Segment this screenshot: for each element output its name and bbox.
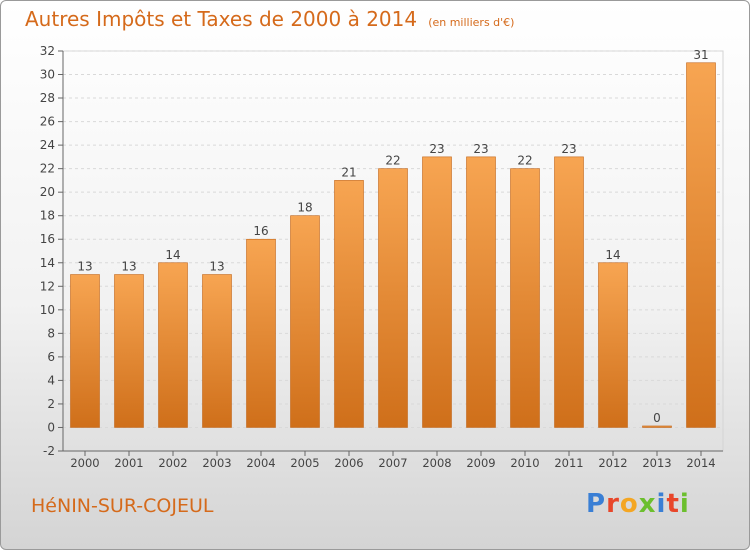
- bar-value-label: 16: [253, 224, 268, 238]
- y-tick-label: 32: [40, 44, 55, 58]
- x-tick-label: 2012: [598, 456, 627, 470]
- y-tick-label: 8: [47, 326, 55, 340]
- y-tick-label: 4: [47, 373, 55, 387]
- x-tick-label: 2006: [334, 456, 363, 470]
- y-tick-label: 6: [47, 350, 55, 364]
- x-tick-label: 2014: [686, 456, 715, 470]
- bar-2013: [642, 425, 672, 428]
- x-tick-label: 2011: [554, 456, 583, 470]
- bar-2007: [378, 168, 408, 428]
- x-tick-label: 2009: [466, 456, 495, 470]
- bar-2012: [598, 262, 628, 428]
- bar-value-label: 14: [165, 248, 180, 262]
- bar-2008: [422, 156, 452, 428]
- chart-title-main: Autres Impôts et Taxes de 2000 à 2014: [25, 7, 418, 31]
- bar-2001: [114, 274, 144, 428]
- y-tick-label: 30: [40, 68, 55, 82]
- bars: 13 13 14 13 16 18 21 22 23 23 22 23 14 0 31: [70, 48, 716, 428]
- x-tick-label: 2005: [290, 456, 319, 470]
- bar-2006: [334, 180, 364, 428]
- x-tick-label: 2013: [642, 456, 671, 470]
- bar-2009: [466, 156, 496, 428]
- bar-2010: [510, 168, 540, 428]
- bar-2004: [246, 238, 276, 428]
- bar-value-label: 22: [385, 154, 400, 168]
- x-tick-label: 2008: [422, 456, 451, 470]
- bar-value-label: 21: [341, 165, 356, 179]
- y-tick-label: 26: [40, 115, 55, 129]
- x-tick-label: 2000: [70, 456, 99, 470]
- bar-value-label: 13: [121, 260, 136, 274]
- y-tick-label: 16: [40, 232, 55, 246]
- bar-value-label: 23: [561, 142, 576, 156]
- y-tick-label: 28: [40, 91, 55, 105]
- proxiti-logo: Proxiti: [586, 489, 690, 519]
- logo-letter: t: [666, 489, 680, 519]
- x-tick-label: 2007: [378, 456, 407, 470]
- x-tick-label: 2010: [510, 456, 539, 470]
- x-tick-label: 2002: [158, 456, 187, 470]
- logo-letter: o: [619, 489, 639, 519]
- logo-letter: i: [679, 489, 690, 519]
- bar-value-label: 31: [693, 48, 708, 62]
- y-tick-label: 10: [40, 303, 55, 317]
- bar-value-label: 13: [209, 260, 224, 274]
- bar-2002: [158, 262, 188, 428]
- x-tick-label: 2003: [202, 456, 231, 470]
- y-tick-label: 20: [40, 185, 55, 199]
- logo-letter: i: [656, 489, 667, 519]
- bar-value-label: 0: [653, 411, 661, 425]
- bar-value-label: 13: [77, 260, 92, 274]
- bar-2011: [554, 156, 584, 428]
- y-tick-label: 14: [40, 256, 55, 270]
- y-tick-label: 0: [47, 420, 55, 434]
- logo-letter: x: [638, 489, 657, 519]
- bar-value-label: 14: [605, 248, 620, 262]
- bar-2014: [686, 62, 716, 428]
- y-tick-label: 18: [40, 209, 55, 223]
- bar-value-label: 18: [297, 201, 312, 215]
- logo-letter: P: [586, 489, 607, 519]
- bar-2003: [202, 274, 232, 428]
- chart-title: Autres Impôts et Taxes de 2000 à 2014 (e…: [25, 7, 514, 31]
- y-tick-label: 12: [40, 279, 55, 293]
- bar-2000: [70, 274, 100, 428]
- x-tick-label: 2001: [114, 456, 143, 470]
- y-tick-label: -2: [43, 444, 55, 458]
- bar-value-label: 22: [517, 154, 532, 168]
- x-axis: 2000 2001 2002 2003 2004 2005 2006 2007 2008 2009…: [63, 450, 723, 470]
- y-tick-label: 22: [40, 162, 55, 176]
- logo-letter: r: [606, 489, 620, 519]
- bar-value-label: 23: [429, 142, 444, 156]
- bar-2005: [290, 215, 320, 428]
- y-tick-label: 2: [47, 397, 55, 411]
- chart-title-unit: (en milliers d'€): [428, 16, 515, 29]
- city-name: HéNIN-SUR-COJEUL: [31, 495, 214, 517]
- y-tick-label: 24: [40, 138, 55, 152]
- bar-value-label: 23: [473, 142, 488, 156]
- x-tick-label: 2004: [246, 456, 275, 470]
